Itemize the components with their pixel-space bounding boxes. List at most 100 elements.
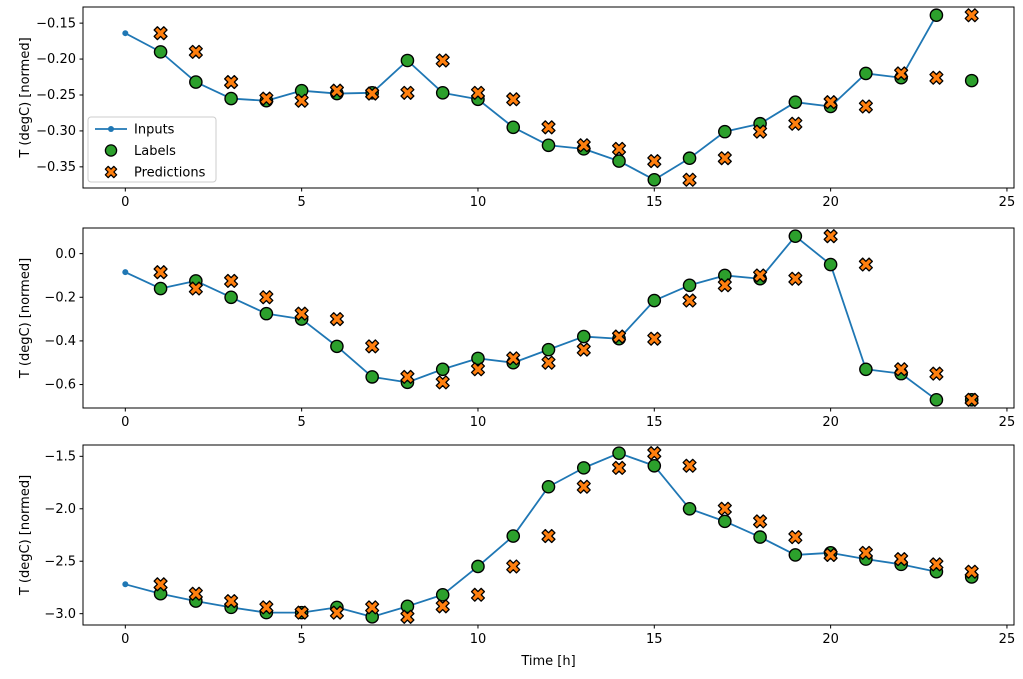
labels-marker (224, 290, 238, 305)
predictions-marker (188, 586, 203, 601)
predictions-marker (541, 355, 556, 370)
predictions-marker (506, 92, 521, 107)
labels-marker (330, 339, 344, 354)
subplot-3: 0 5 10 15 20 25 −1.5 −2.0 −2.5 −3.0 T (degC) [norm… (18, 444, 1016, 669)
labels-marker (435, 86, 450, 100)
labels-marker (929, 8, 944, 23)
x-tick-label: 0 (121, 195, 129, 210)
predictions-marker (894, 362, 909, 377)
predictions-marker (365, 339, 380, 354)
predictions-marker (188, 281, 203, 296)
x-tick-label: 25 (999, 195, 1016, 210)
y-tick-label: −0.20 (36, 52, 76, 67)
legend-item-labels: Labels (104, 144, 176, 159)
x-tick-label: 15 (646, 195, 663, 210)
y-tick-label: −0.30 (36, 124, 76, 139)
labels-marker (506, 529, 521, 543)
predictions-marker (823, 229, 838, 244)
labels-marker (153, 281, 168, 296)
legend-item-predictions: Predictions (104, 166, 206, 181)
y-tick-label: 0.0 (55, 247, 76, 262)
labels-marker (964, 73, 979, 88)
y-tick-label: −0.25 (36, 88, 76, 103)
predictions-marker (294, 93, 309, 108)
predictions-marker (611, 329, 627, 344)
predictions-marker (823, 95, 838, 110)
predictions-marker (929, 557, 944, 572)
x-tick-label: 25 (999, 632, 1016, 647)
predictions-marker (329, 83, 344, 98)
predictions-marker (259, 600, 274, 615)
labels-marker (541, 342, 556, 357)
inputs-marker (122, 269, 129, 276)
predictions-marker (858, 257, 873, 272)
predictions-marker (753, 514, 768, 529)
labels-marker (859, 362, 873, 377)
predictions-marker (224, 594, 239, 609)
labels-marker (647, 293, 662, 308)
inputs-marker (122, 30, 129, 37)
x-tick-label: 25 (999, 415, 1016, 430)
x-tick-label: 5 (298, 632, 306, 647)
subplot-2: 0 5 10 15 20 25 0.0 −0.2 −0.4 −0.6 T (degC) [norme… (18, 227, 1016, 430)
x-tick-label: 20 (822, 195, 839, 210)
labels-marker (788, 229, 803, 243)
predictions-marker (647, 331, 662, 346)
labels-marker (788, 548, 803, 562)
labels-marker (718, 124, 732, 139)
x-tick-label: 5 (298, 195, 306, 210)
legend-item-label: Labels (134, 144, 176, 159)
legend-inputs-dot-icon (108, 126, 114, 132)
predictions-marker (506, 351, 521, 366)
predictions-marker (929, 70, 944, 85)
predictions-marker (576, 342, 591, 357)
predictions-marker (400, 369, 415, 384)
labels-marker (541, 138, 556, 153)
labels-marker (682, 501, 697, 516)
predictions-marker (294, 605, 309, 620)
predictions-marker (329, 312, 344, 327)
labels-marker (859, 66, 873, 81)
inputs-marker (122, 581, 129, 588)
predictions-marker (858, 545, 873, 560)
predictions-marker (753, 268, 768, 283)
x-tick-label: 10 (470, 195, 487, 210)
labels-marker (647, 458, 662, 473)
y-tick-label: −2.0 (44, 502, 76, 517)
predictions-marker (576, 138, 591, 153)
predictions-marker (717, 501, 732, 516)
predictions-marker (823, 547, 838, 563)
legend-labels-circle-icon (104, 144, 118, 157)
subplot-1: 0 5 10 15 20 25 −0.15 −0.20 −0.25 −0.30 −0.35T (de… (18, 6, 1016, 210)
labels-marker (541, 479, 556, 494)
predictions-marker (259, 290, 274, 305)
y-tick-label: −0.4 (44, 334, 76, 349)
predictions-marker (329, 605, 344, 620)
predictions-marker (435, 599, 450, 614)
x-tick-label: 15 (646, 415, 663, 430)
x-tick-label: 10 (470, 415, 487, 430)
axes-frame (82, 444, 1015, 626)
labels-marker (224, 91, 238, 106)
predictions-marker (929, 366, 944, 381)
legend-item-label: Predictions (134, 166, 206, 181)
predictions-marker (365, 600, 380, 615)
labels-marker (612, 446, 626, 460)
labels-marker (471, 559, 485, 574)
labels-marker (788, 95, 803, 109)
labels-marker (823, 257, 838, 272)
predictions-marker (153, 26, 168, 41)
labels-marker (259, 306, 274, 321)
labels-marker (435, 362, 450, 377)
y-tick-label: −0.35 (36, 160, 76, 175)
labels-marker (471, 351, 485, 366)
y-tick-label: −0.15 (36, 16, 76, 31)
labels-marker (682, 278, 697, 293)
predictions-marker (788, 116, 803, 131)
labels-marker (400, 599, 415, 614)
predictions-marker (717, 151, 732, 166)
y-tick-label: −0.2 (44, 290, 76, 305)
predictions-marker (682, 293, 697, 308)
